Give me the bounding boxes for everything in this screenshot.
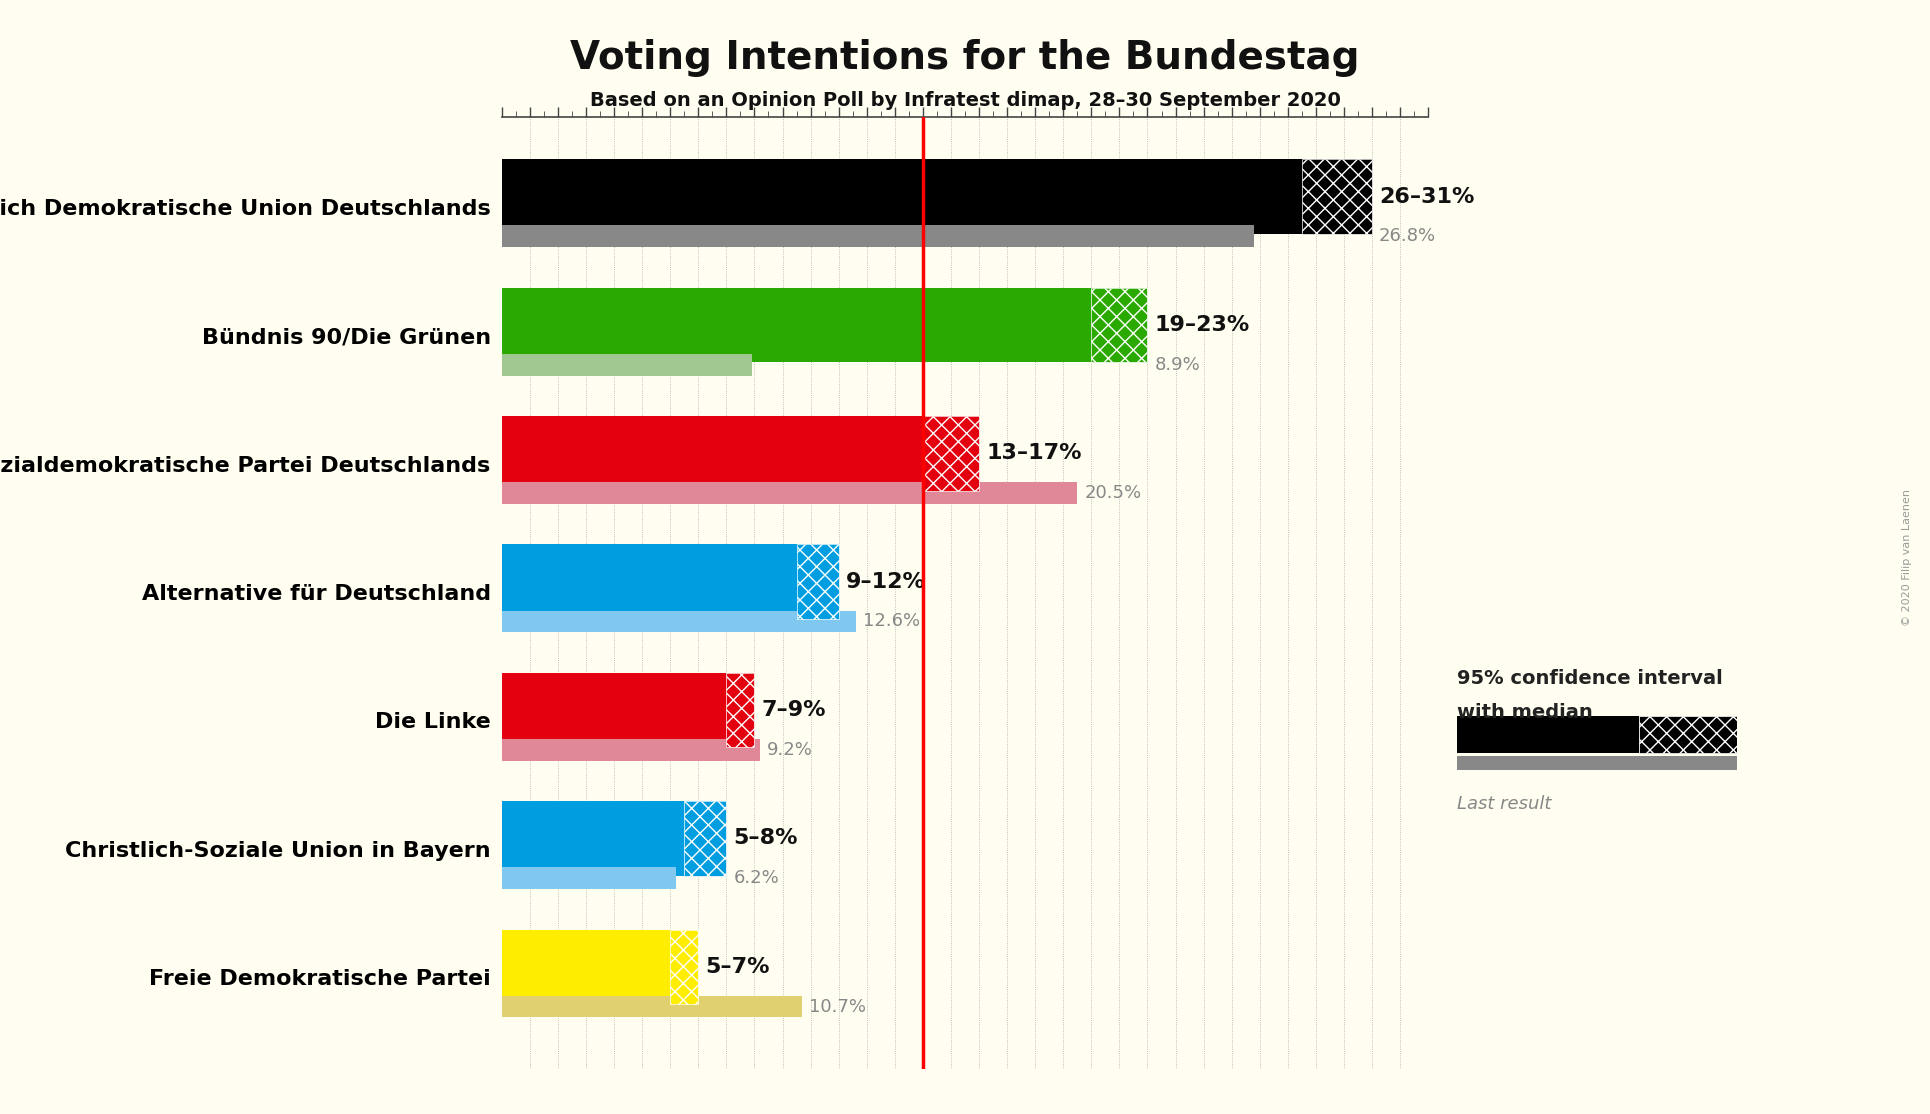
Bar: [670, 929, 699, 1004]
Bar: [502, 673, 755, 747]
Bar: [502, 545, 840, 619]
Bar: [1639, 716, 1737, 753]
Text: 13–17%: 13–17%: [986, 443, 1081, 463]
Bar: [502, 482, 1077, 504]
Bar: [502, 159, 1372, 234]
Bar: [726, 673, 755, 747]
Text: 10.7%: 10.7%: [809, 997, 867, 1016]
Text: 5–7%: 5–7%: [704, 957, 770, 977]
Bar: [502, 287, 1148, 362]
Bar: [502, 354, 751, 375]
Bar: [502, 929, 699, 1004]
Text: © 2020 Filip van Laenen: © 2020 Filip van Laenen: [1901, 489, 1913, 625]
Text: 9.2%: 9.2%: [766, 741, 813, 759]
Bar: [685, 801, 726, 876]
Bar: [502, 739, 760, 761]
Bar: [502, 868, 676, 889]
Text: 20.5%: 20.5%: [1085, 485, 1141, 502]
Text: with median: with median: [1457, 703, 1592, 722]
Text: 26.8%: 26.8%: [1380, 227, 1436, 245]
Text: 6.2%: 6.2%: [733, 869, 780, 887]
Text: 19–23%: 19–23%: [1154, 315, 1251, 335]
Bar: [923, 416, 979, 490]
Bar: [502, 225, 1254, 247]
Bar: [502, 801, 726, 876]
Bar: [502, 416, 979, 490]
Bar: [502, 610, 855, 633]
Text: 12.6%: 12.6%: [863, 613, 921, 631]
Text: 5–8%: 5–8%: [733, 829, 797, 849]
Text: 7–9%: 7–9%: [762, 700, 826, 720]
Bar: [797, 545, 840, 619]
Bar: [502, 996, 803, 1017]
Bar: [1303, 159, 1372, 234]
Bar: [1457, 716, 1639, 753]
Text: 9–12%: 9–12%: [845, 571, 926, 592]
Text: 8.9%: 8.9%: [1154, 355, 1200, 373]
Bar: [1090, 287, 1148, 362]
Text: 26–31%: 26–31%: [1380, 186, 1475, 206]
Bar: [1457, 756, 1737, 770]
Text: Last result: Last result: [1457, 795, 1552, 813]
Text: 95% confidence interval: 95% confidence interval: [1457, 670, 1723, 688]
Text: Based on an Opinion Poll by Infratest dimap, 28–30 September 2020: Based on an Opinion Poll by Infratest di…: [589, 91, 1341, 110]
Text: Voting Intentions for the Bundestag: Voting Intentions for the Bundestag: [569, 39, 1361, 77]
